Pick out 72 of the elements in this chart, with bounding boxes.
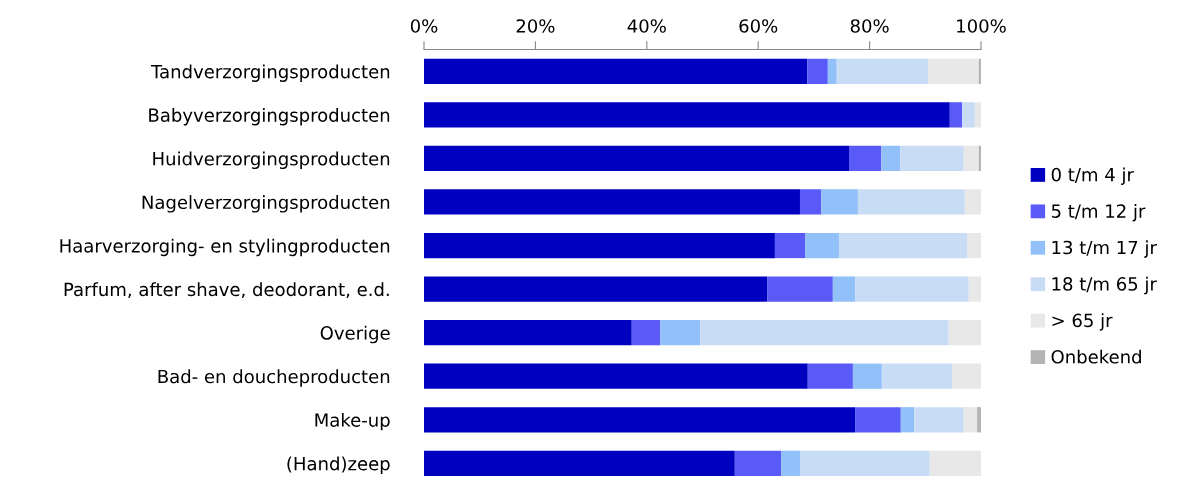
- bar: [963, 145, 979, 172]
- bar: [852, 363, 882, 389]
- bar: [700, 320, 949, 346]
- bar: [962, 102, 975, 128]
- bar: [838, 232, 968, 259]
- x-tick-label: 40%: [627, 19, 666, 33]
- bar: [977, 407, 981, 433]
- x-tick-label: 100%: [957, 19, 1006, 33]
- x-tick-label: 80%: [850, 19, 889, 33]
- bar: [827, 58, 837, 84]
- bar: [836, 58, 929, 84]
- bar: [424, 102, 950, 128]
- y-tick-label: Bad- en doucheproducten: [158, 369, 390, 387]
- bar: [881, 145, 901, 172]
- bar: [881, 363, 953, 389]
- legend-label: 5 t/m 12 jr: [1051, 203, 1146, 222]
- legend-label: 13 t/m 17 jr: [1052, 240, 1157, 258]
- legend-label: Onbekend: [1051, 349, 1141, 364]
- bar: [424, 58, 808, 84]
- bar: [963, 407, 978, 433]
- bar: [857, 189, 965, 215]
- y-tick-label: (Hand)zeep: [287, 456, 390, 474]
- bar: [807, 363, 853, 389]
- bar: [781, 450, 800, 476]
- bar: [949, 102, 963, 128]
- bar: [821, 189, 858, 215]
- legend-label: 18 t/m 65 jr: [1052, 276, 1157, 295]
- bar: [424, 189, 800, 215]
- bar: [974, 102, 981, 128]
- y-tick-label: Huidverzorgingsproducten: [153, 151, 390, 170]
- y-tick-label: Make-up: [315, 412, 390, 431]
- bar: [424, 232, 775, 259]
- legend-label: > 65 jr: [1052, 313, 1113, 331]
- bar: [424, 363, 808, 389]
- bar: [774, 232, 805, 259]
- bar: [424, 145, 849, 172]
- x-tick-label: 60%: [739, 19, 778, 33]
- bar: [424, 407, 856, 433]
- bar: [952, 363, 981, 389]
- bar: [424, 276, 768, 302]
- bar: [855, 407, 901, 433]
- bar: [855, 276, 969, 302]
- legend-label: 0 t/m 4 jr: [1051, 167, 1134, 185]
- bar: [734, 450, 782, 476]
- bar: [967, 232, 981, 259]
- bar: [914, 407, 964, 433]
- bar: [424, 320, 632, 346]
- bar: [968, 276, 981, 302]
- bar: [767, 276, 833, 302]
- y-tick-label: Babyverzorgingsproducten: [149, 107, 390, 126]
- bar: [799, 189, 822, 215]
- bar: [848, 145, 882, 172]
- bar: [900, 145, 964, 172]
- bar: [832, 276, 856, 302]
- bar: [900, 407, 915, 433]
- x-tick-label: 20%: [516, 19, 555, 33]
- x-tick-label: 0%: [410, 19, 438, 33]
- bar: [807, 58, 828, 84]
- y-tick-label: Overige: [320, 325, 390, 344]
- bar: [799, 450, 930, 476]
- y-tick-label: Tandverzorgingsproducten: [150, 64, 390, 82]
- y-tick-label: Haarverzorging- en stylingproducten: [60, 238, 390, 257]
- bar: [929, 450, 981, 476]
- bar: [804, 232, 839, 259]
- y-tick-label: Nagelverzorgingsproducten: [142, 195, 390, 213]
- bar: [928, 58, 979, 84]
- bar: [424, 450, 735, 476]
- bar: [660, 320, 701, 346]
- bar: [948, 320, 981, 346]
- y-tick-label: Parfum, after shave, deodorant, e.d.: [64, 282, 389, 299]
- bar: [631, 320, 661, 346]
- bar: [964, 189, 981, 215]
